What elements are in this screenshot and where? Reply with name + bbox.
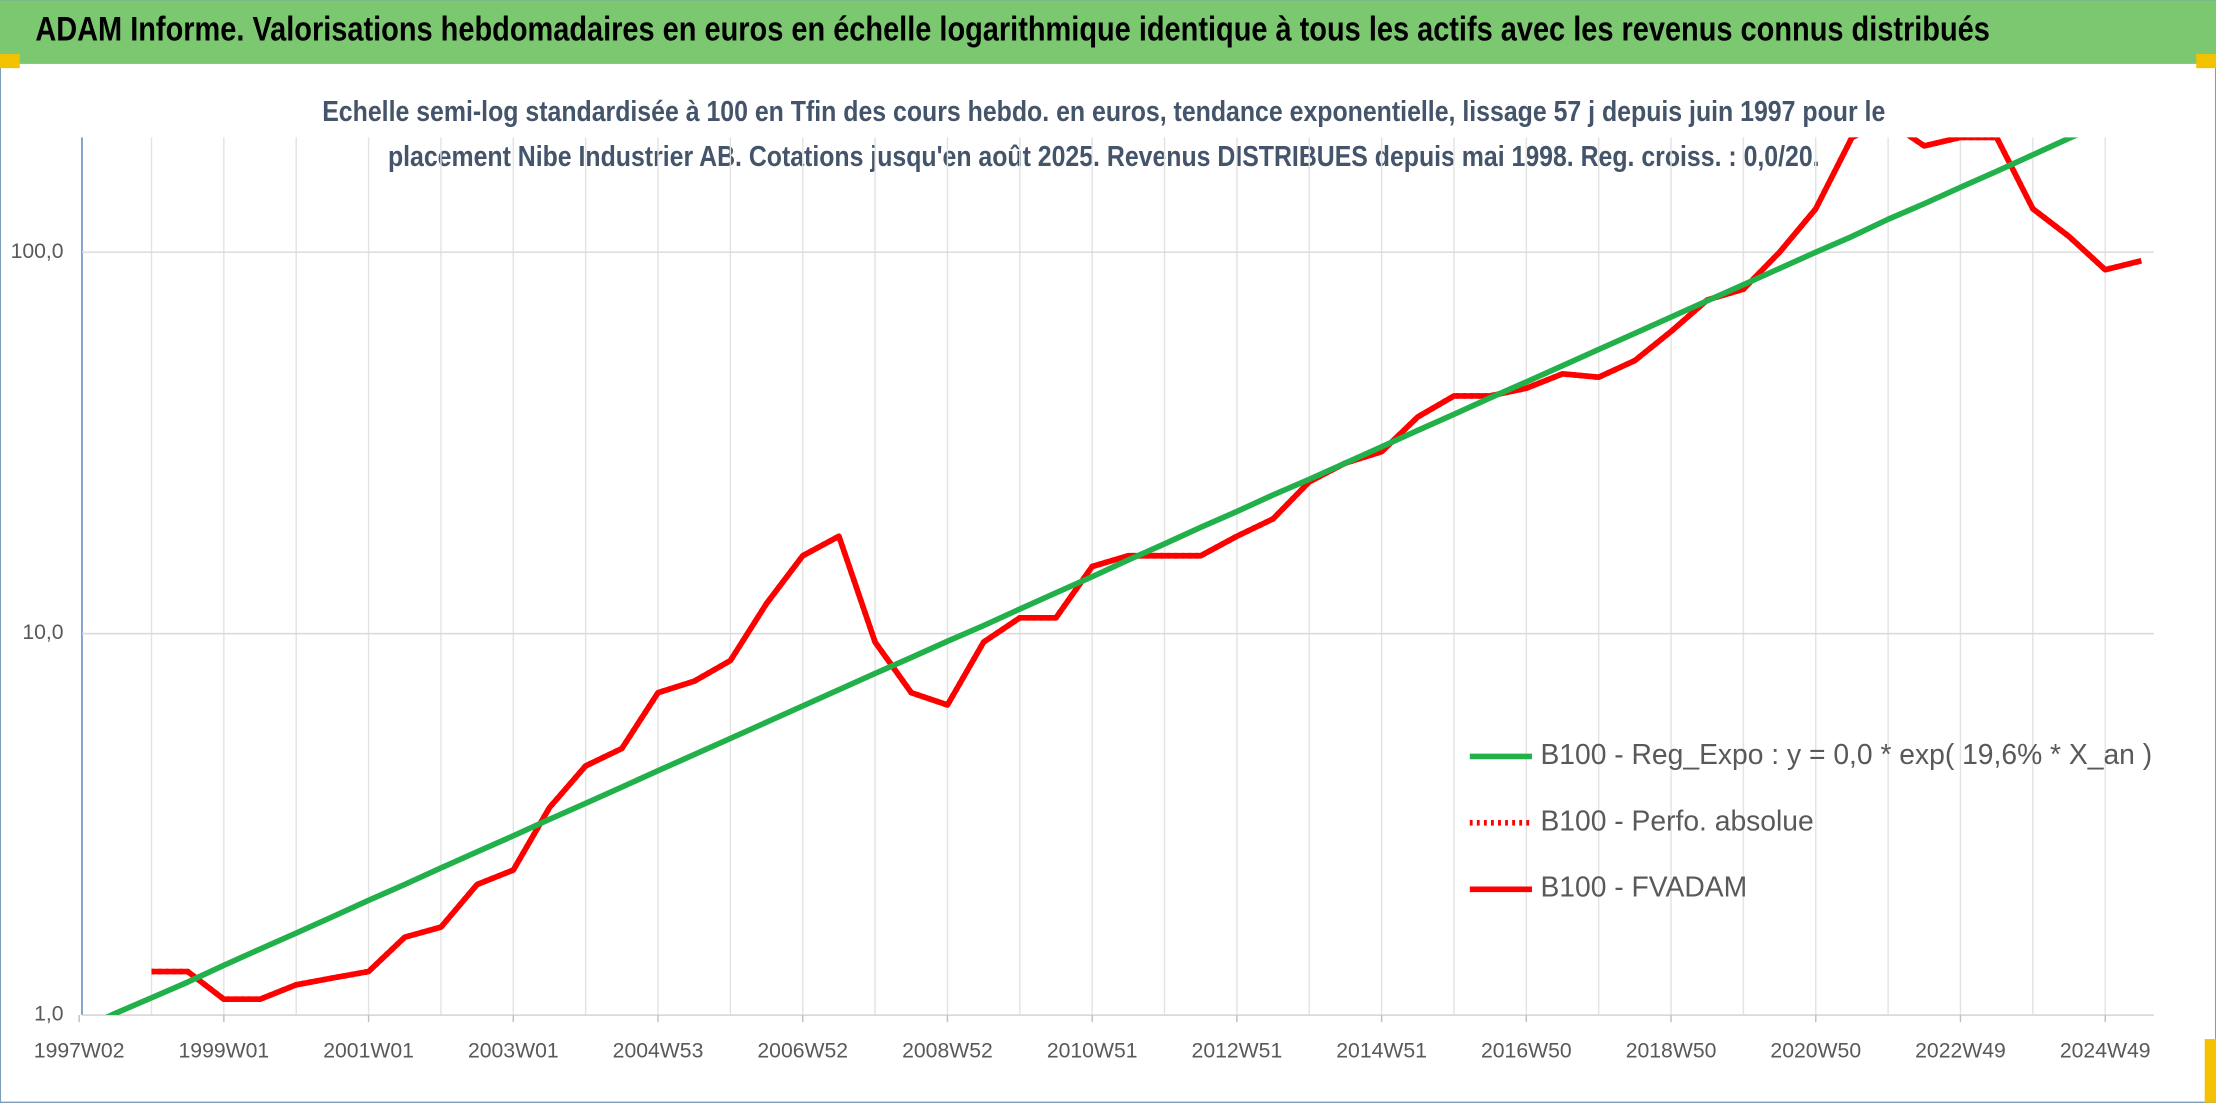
- x-tick-label: 2020W50: [1770, 1039, 1861, 1062]
- x-tick-label: 2010W51: [1047, 1039, 1138, 1062]
- y-tick-label: 10,0: [22, 621, 63, 644]
- x-tick-label: 2008W52: [902, 1039, 993, 1062]
- y-tick-label: 100,0: [11, 240, 64, 263]
- corner: [0, 54, 20, 69]
- x-tick-label: 1999W01: [179, 1039, 270, 1062]
- chart-subtitle: Echelle semi-log standardisée à 100 en T…: [322, 95, 1885, 127]
- x-tick-label: 2016W50: [1481, 1039, 1572, 1062]
- x-tick-label: 2003W01: [468, 1039, 559, 1062]
- legend-label: B100 - Perfo. absolue: [1540, 804, 1813, 836]
- x-tick-label: 2024W49: [2060, 1039, 2151, 1062]
- y-tick-label: 1,0: [34, 1003, 63, 1026]
- plot-area: [105, 137, 2143, 1016]
- legend-label: B100 - Reg_Expo : y = 0,0 * exp( 19,6% *…: [1540, 738, 2152, 770]
- x-tick-label: 2014W51: [1336, 1039, 1427, 1062]
- x-tick-label: 2004W53: [613, 1039, 704, 1062]
- series-line: [105, 137, 2079, 1016]
- x-tick-label: 2012W51: [1192, 1039, 1283, 1062]
- x-tick-label: 1997W02: [34, 1039, 125, 1062]
- corner: [2204, 1039, 2216, 1103]
- chart-title: ADAM Informe. Valorisations hebdomadaire…: [35, 10, 1990, 48]
- x-tick-label: 2006W52: [757, 1039, 848, 1062]
- x-tick-label: 2018W50: [1626, 1039, 1717, 1062]
- corner: [2196, 54, 2216, 69]
- legend-label: B100 - FVADAM: [1540, 871, 1747, 903]
- x-tick-label: 2001W01: [323, 1039, 414, 1062]
- series-line: [151, 137, 2143, 1003]
- chart-subtitle: placement Nibe Industrier AB. Cotations …: [388, 140, 1820, 172]
- title-bar: [0, 0, 2216, 64]
- x-tick-label: 2022W49: [1915, 1039, 2006, 1062]
